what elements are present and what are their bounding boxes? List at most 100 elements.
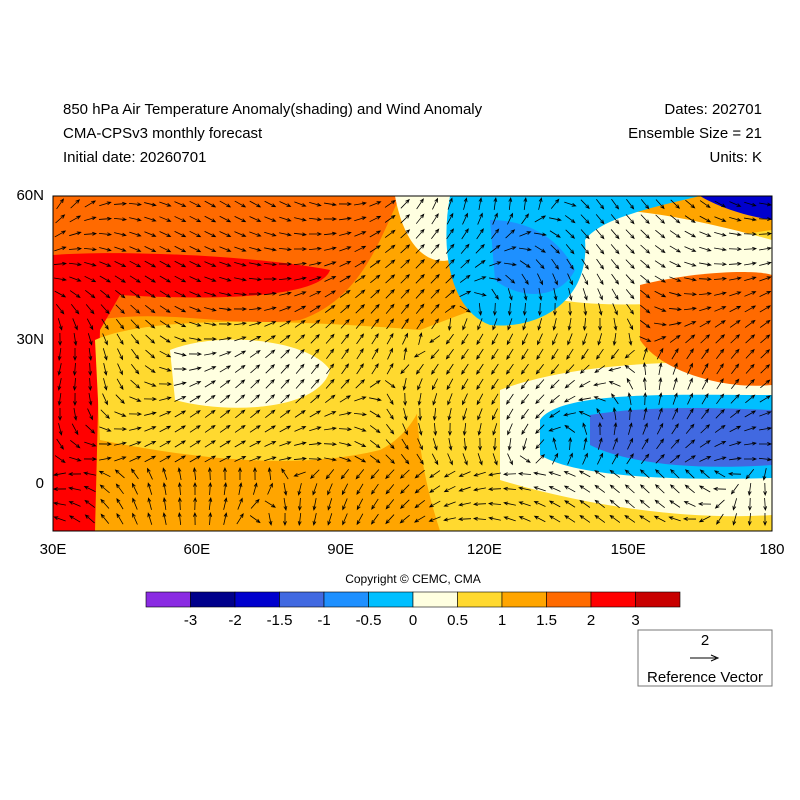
wind-arrow bbox=[728, 261, 743, 266]
colorbar-label: 3 bbox=[631, 612, 639, 629]
wind-arrow bbox=[356, 333, 365, 345]
wind-arrow bbox=[248, 277, 262, 282]
wind-arrow bbox=[418, 407, 423, 422]
wind-arrow bbox=[308, 441, 322, 446]
wind-arrow bbox=[339, 216, 352, 221]
wind-arrow bbox=[581, 244, 590, 255]
wind-arrow bbox=[639, 484, 650, 494]
wind-arrow bbox=[144, 440, 157, 447]
wind-arrow bbox=[370, 469, 380, 480]
wind-arrow bbox=[714, 456, 727, 462]
wind-arrow bbox=[385, 288, 395, 299]
wind-arrow bbox=[158, 382, 173, 386]
wind-arrow bbox=[293, 261, 307, 266]
wind-arrow bbox=[128, 202, 142, 207]
wind-arrow bbox=[128, 412, 143, 416]
wind-arrow bbox=[369, 425, 381, 434]
wind-arrow bbox=[715, 334, 726, 344]
wind-arrow bbox=[189, 440, 201, 448]
wind-arrow bbox=[567, 452, 573, 465]
wind-arrow bbox=[548, 486, 561, 492]
wind-arrow bbox=[431, 453, 439, 466]
wind-arrow bbox=[339, 275, 352, 283]
wind-arrow bbox=[563, 485, 576, 493]
wind-arrow bbox=[642, 376, 647, 391]
wind-arrow bbox=[476, 378, 484, 390]
wind-arrow bbox=[204, 246, 217, 252]
wind-arrow bbox=[506, 348, 514, 360]
wind-arrow bbox=[399, 514, 410, 524]
wind-arrow bbox=[279, 425, 292, 433]
wind-arrow bbox=[249, 200, 262, 208]
wind-arrow bbox=[234, 231, 247, 237]
wind-arrow bbox=[672, 407, 678, 420]
wind-arrow bbox=[338, 427, 353, 432]
wind-arrow bbox=[699, 440, 711, 448]
wind-arrow bbox=[174, 320, 187, 328]
wind-arrow bbox=[99, 261, 112, 267]
wind-arrow bbox=[369, 245, 381, 253]
wind-arrow bbox=[729, 305, 742, 313]
wind-arrow bbox=[715, 408, 725, 419]
wind-arrow bbox=[744, 217, 757, 222]
wind-arrow bbox=[324, 426, 337, 431]
wind-arrow bbox=[219, 351, 232, 357]
wind-arrow bbox=[508, 197, 513, 211]
wind-arrow bbox=[70, 199, 81, 209]
wind-arrow bbox=[699, 215, 712, 223]
wind-arrow bbox=[701, 348, 710, 360]
wind-arrow bbox=[386, 408, 394, 420]
wind-arrow bbox=[520, 408, 529, 420]
wind-arrow bbox=[698, 485, 711, 493]
wind-arrow bbox=[174, 230, 187, 238]
dates: Dates: 202701 bbox=[664, 101, 762, 118]
wind-arrow bbox=[402, 332, 409, 345]
wind-arrow bbox=[566, 348, 574, 360]
wind-arrow bbox=[430, 273, 440, 284]
wind-arrow bbox=[219, 307, 232, 312]
colorbar-label: -0.5 bbox=[356, 612, 382, 629]
wind-arrow bbox=[759, 411, 772, 417]
wind-arrow bbox=[657, 407, 663, 420]
wind-arrow bbox=[653, 515, 666, 523]
wind-arrow bbox=[342, 513, 348, 526]
wind-arrow bbox=[98, 470, 111, 478]
wind-arrow bbox=[459, 290, 472, 297]
wind-arrow bbox=[85, 424, 96, 434]
wind-arrow bbox=[294, 319, 306, 328]
wind-arrow bbox=[684, 277, 697, 282]
wind-arrow bbox=[578, 470, 591, 478]
wind-arrow bbox=[69, 276, 82, 282]
wind-arrow bbox=[415, 363, 424, 375]
wind-arrow bbox=[580, 229, 590, 240]
wind-arrow bbox=[745, 469, 755, 480]
wind-arrow bbox=[445, 243, 455, 254]
wind-arrow bbox=[386, 393, 394, 406]
wind-arrow bbox=[98, 232, 112, 237]
wind-arrow bbox=[403, 408, 408, 421]
wind-arrow bbox=[294, 276, 307, 281]
wind-arrow bbox=[354, 274, 366, 283]
wind-arrow bbox=[204, 322, 217, 327]
wind-arrow bbox=[759, 290, 772, 297]
wind-arrow bbox=[354, 441, 367, 448]
wind-arrow bbox=[759, 426, 772, 431]
wind-arrow bbox=[100, 289, 111, 299]
wind-arrow bbox=[447, 453, 453, 466]
wind-arrow bbox=[189, 395, 202, 403]
wind-arrow bbox=[519, 455, 531, 463]
wind-arrow bbox=[114, 441, 127, 446]
wind-arrow bbox=[68, 501, 81, 507]
wind-arrow bbox=[523, 288, 528, 301]
wind-arrow bbox=[683, 292, 698, 297]
wind-arrow bbox=[174, 305, 187, 313]
wind-arrow bbox=[386, 362, 394, 375]
wind-arrow bbox=[552, 333, 558, 346]
wind-arrow bbox=[283, 483, 288, 496]
wind-arrow bbox=[611, 452, 619, 465]
wind-arrow bbox=[400, 244, 411, 254]
wind-arrow bbox=[566, 258, 574, 270]
wind-arrow bbox=[507, 302, 512, 316]
wind-arrow bbox=[384, 380, 396, 389]
wind-arrow bbox=[626, 303, 635, 315]
